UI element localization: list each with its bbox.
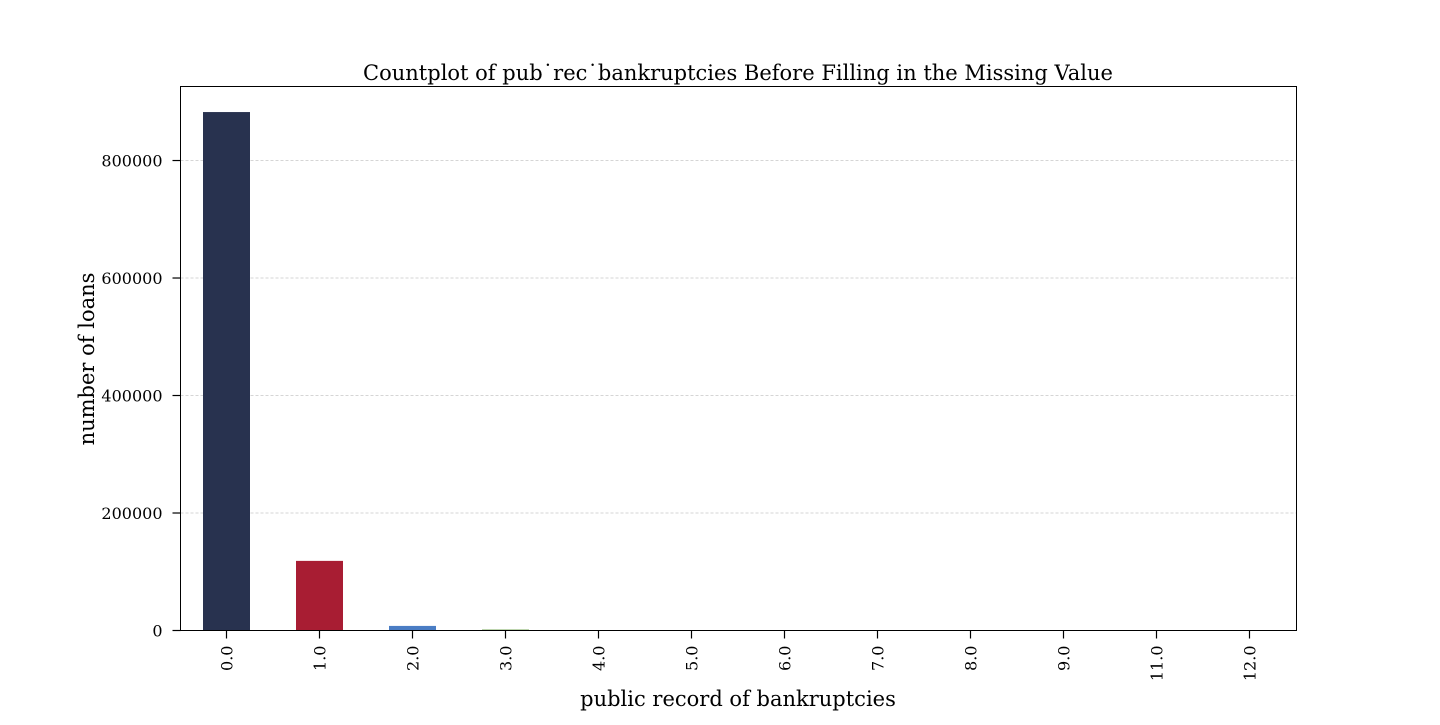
bars (203, 112, 1273, 630)
y-axis-ticks: 0 200000 400000 600000 800000 (101, 152, 180, 641)
x-tick-label-8: 8.0 (962, 646, 981, 671)
plot-frame (181, 87, 1297, 631)
x-tick-label-3: 3.0 (497, 646, 516, 671)
bar-0.0 (203, 112, 250, 630)
x-tick-label-9: 9.0 (1055, 646, 1074, 671)
gridlines (181, 161, 1297, 513)
y-tick-label-4: 800000 (101, 152, 162, 171)
x-tick-label-11: 12.0 (1241, 646, 1260, 682)
x-axis-ticks: 0.0 1.0 2.0 3.0 4.0 5.0 6.0 7.0 8.0 9.0 11.0 12.0 (218, 631, 1260, 682)
x-tick-label-1: 1.0 (311, 646, 330, 671)
x-tick-label-10: 11.0 (1148, 646, 1167, 682)
bar-1.0 (296, 561, 343, 631)
x-tick-label-7: 7.0 (869, 646, 888, 671)
chart-title: Countplot of pub˙rec˙bankruptcies Before… (363, 61, 1113, 85)
x-tick-label-6: 6.0 (776, 646, 795, 671)
x-tick-label-4: 4.0 (590, 646, 609, 671)
y-axis-label: number of loans (75, 273, 99, 446)
y-tick-label-1: 200000 (101, 504, 162, 523)
y-tick-label-2: 400000 (101, 387, 162, 406)
y-tick-label-0: 0 (152, 622, 162, 641)
y-tick-label-3: 600000 (101, 269, 162, 288)
x-tick-label-5: 5.0 (683, 646, 702, 671)
x-tick-label-0: 0.0 (218, 646, 237, 671)
x-axis-label: public record of bankruptcies (580, 687, 896, 711)
x-tick-label-2: 2.0 (404, 646, 423, 671)
bar-2.0 (389, 626, 436, 631)
